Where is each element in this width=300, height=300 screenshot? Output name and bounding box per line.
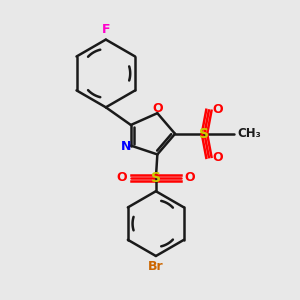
Text: O: O: [117, 171, 127, 184]
Text: O: O: [184, 171, 195, 184]
Text: F: F: [102, 23, 110, 36]
Text: N: N: [121, 140, 132, 153]
Text: O: O: [212, 103, 223, 116]
Text: O: O: [212, 152, 223, 164]
Text: S: S: [200, 127, 209, 141]
Text: Br: Br: [148, 260, 164, 273]
Text: CH₃: CH₃: [238, 127, 261, 140]
Text: S: S: [151, 171, 161, 185]
Text: O: O: [153, 102, 163, 115]
